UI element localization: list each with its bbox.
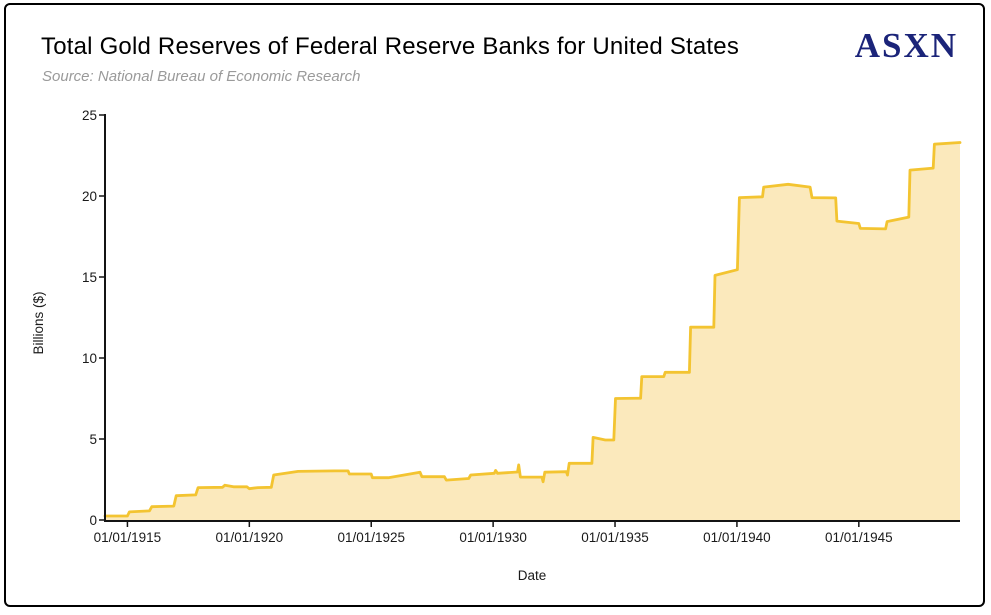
y-tick-label: 15 (82, 270, 97, 285)
x-axis-tick-labels: 01/01/1915 01/01/1920 01/01/1925 01/01/1930… (94, 530, 893, 545)
x-tick-label: 01/01/1925 (337, 530, 405, 545)
y-axis-tick-labels: 0 5 10 15 20 25 (82, 108, 97, 528)
x-tick-label: 01/01/1945 (825, 530, 893, 545)
y-axis-title: Billions ($) (31, 291, 46, 354)
x-tick-label: 01/01/1935 (581, 530, 649, 545)
x-tick-label: 01/01/1915 (94, 530, 162, 545)
x-tick-label: 01/01/1920 (216, 530, 284, 545)
y-tick-label: 5 (89, 432, 97, 447)
y-tick-label: 25 (82, 108, 97, 123)
y-tick-label: 20 (82, 189, 97, 204)
x-tick-label: 01/01/1940 (703, 530, 771, 545)
y-axis-ticks (99, 114, 104, 521)
source-label: Source: National Bureau of Economic Rese… (42, 68, 361, 85)
y-tick-label: 10 (82, 351, 97, 366)
x-axis-ticks (126, 522, 860, 527)
x-tick-label: 01/01/1930 (459, 530, 527, 545)
page-title: Total Gold Reserves of Federal Reserve B… (41, 33, 740, 60)
x-axis-title: Date (518, 568, 547, 583)
y-tick-label: 0 (89, 513, 97, 528)
gold-reserves-area (105, 142, 960, 520)
asxn-logo: ASXN (854, 26, 958, 65)
gold-reserves-line (103, 141, 962, 518)
